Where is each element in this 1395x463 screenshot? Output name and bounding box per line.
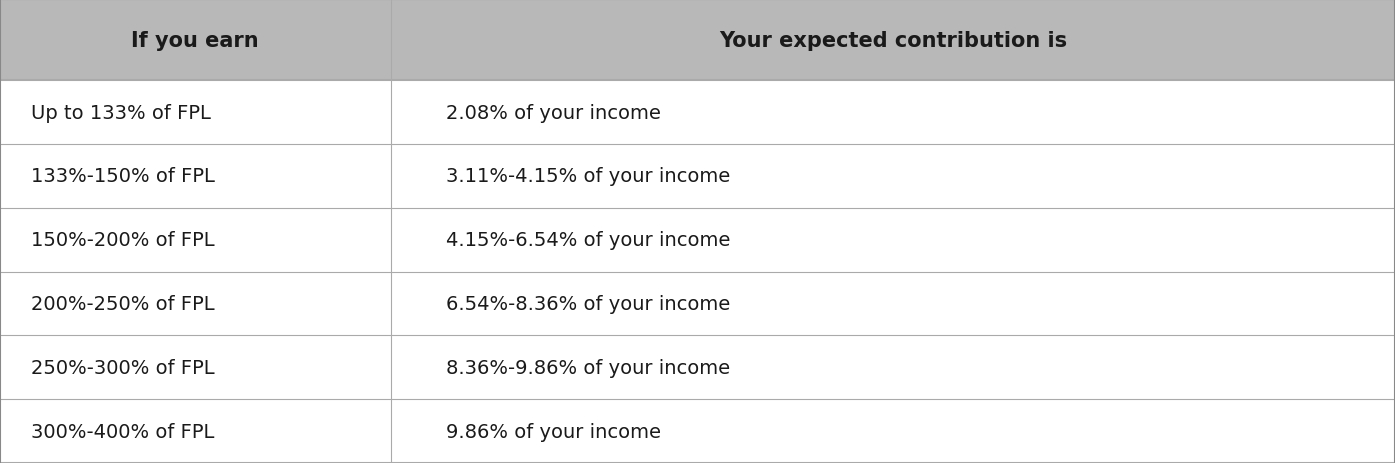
Text: 6.54%-8.36% of your income: 6.54%-8.36% of your income	[446, 294, 731, 313]
Text: 150%-200% of FPL: 150%-200% of FPL	[31, 231, 215, 250]
Bar	[0, 144, 391, 208]
Bar	[391, 208, 1395, 272]
Bar	[0, 81, 391, 144]
Bar	[0, 0, 391, 81]
Bar	[391, 81, 1395, 144]
Text: 4.15%-6.54% of your income: 4.15%-6.54% of your income	[446, 231, 731, 250]
Text: 2.08% of your income: 2.08% of your income	[446, 103, 661, 122]
Bar	[0, 399, 391, 463]
Text: If you earn: If you earn	[131, 31, 259, 50]
Text: 8.36%-9.86% of your income: 8.36%-9.86% of your income	[446, 358, 731, 377]
Bar	[391, 399, 1395, 463]
Text: 133%-150% of FPL: 133%-150% of FPL	[31, 167, 215, 186]
Text: Your expected contribution is: Your expected contribution is	[718, 31, 1067, 50]
Bar	[391, 0, 1395, 81]
Bar	[391, 144, 1395, 208]
Bar	[0, 272, 391, 336]
Text: 250%-300% of FPL: 250%-300% of FPL	[31, 358, 215, 377]
Text: 9.86% of your income: 9.86% of your income	[446, 422, 661, 441]
Text: 300%-400% of FPL: 300%-400% of FPL	[31, 422, 213, 441]
Text: 200%-250% of FPL: 200%-250% of FPL	[31, 294, 215, 313]
Bar	[391, 336, 1395, 399]
Text: 3.11%-4.15% of your income: 3.11%-4.15% of your income	[446, 167, 731, 186]
Text: Up to 133% of FPL: Up to 133% of FPL	[31, 103, 211, 122]
Bar	[0, 336, 391, 399]
Bar	[0, 208, 391, 272]
Bar	[391, 272, 1395, 336]
